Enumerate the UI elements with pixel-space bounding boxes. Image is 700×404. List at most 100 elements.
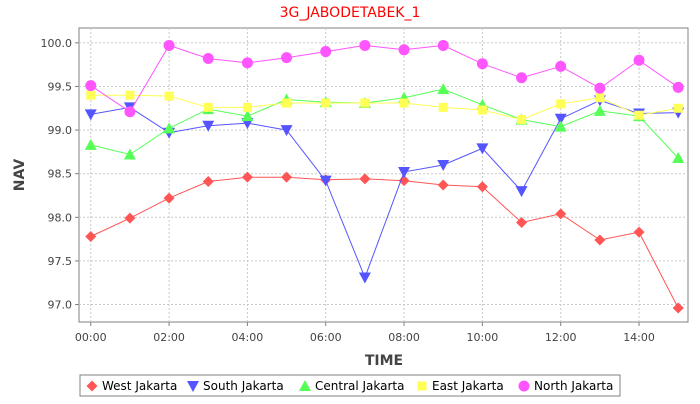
series-east-jakarta [86,90,683,125]
data-point-central-jakarta [437,83,450,95]
data-point-east-jakarta [164,91,174,101]
data-point-east-jakarta [360,98,370,108]
data-point-south-jakarta [554,113,567,125]
data-point-central-jakarta [163,122,176,134]
legend-label-central-jakarta: Central Jakarta [315,379,404,393]
data-point-west-jakarta [359,173,371,185]
data-point-west-jakarta [594,234,606,246]
series-line-west-jakarta [90,176,679,309]
y-tick-label: 99.0 [48,124,73,137]
series-line-east-jakarta [90,94,679,121]
data-point-west-jakarta [163,192,175,204]
series-layer [84,39,685,314]
gridlines [79,28,688,322]
data-point-east-jakarta [517,115,527,125]
data-point-east-jakarta [86,90,96,100]
data-point-west-jakarta [633,226,645,238]
x-tick-label: 08:00 [388,331,420,344]
data-point-central-jakarta [84,138,97,150]
legend-label-north-jakarta: North Jakarta [534,379,613,393]
data-point-south-jakarta [202,120,215,132]
data-point-north-jakarta [594,82,606,94]
legend-label-south-jakarta: South Jakarta [203,379,284,393]
y-tick-label: 99.5 [48,80,73,93]
data-point-east-jakarta [321,98,331,108]
data-point-east-jakarta [595,93,605,103]
data-point-west-jakarta [281,171,293,183]
data-point-central-jakarta [554,120,567,132]
legend-marker-east-jakarta [417,381,427,391]
data-point-north-jakarta [163,39,175,51]
data-point-south-jakarta [515,186,528,198]
data-point-north-jakarta [633,54,645,66]
data-point-east-jakarta [556,99,566,109]
x-tick-label: 12:00 [545,331,577,344]
data-point-south-jakarta [319,175,332,187]
data-point-east-jakarta [438,102,448,112]
data-point-west-jakarta [555,208,567,220]
data-point-east-jakarta [242,102,252,112]
data-point-east-jakarta [477,105,487,115]
data-point-west-jakarta [398,175,410,187]
data-point-east-jakarta [282,98,292,108]
data-point-north-jakarta [281,52,293,64]
data-point-west-jakarta [437,179,449,191]
data-point-south-jakarta [358,272,371,284]
data-point-east-jakarta [125,90,135,100]
data-point-north-jakarta [437,39,449,51]
data-point-west-jakarta [672,302,684,314]
data-point-east-jakarta [399,98,409,108]
data-point-east-jakarta [634,110,644,120]
series-line-south-jakarta [90,99,679,279]
series-line-central-jakarta [90,88,679,159]
y-tick-label: 97.5 [48,255,73,268]
data-point-north-jakarta [85,80,97,92]
axes: 97.0 97.5 98.0 98.5 99.0 99.5 100.0 00:00 02:00 0… [41,37,655,344]
data-point-central-jakarta [672,151,685,163]
legend-marker-north-jakarta [518,380,530,392]
legend: West Jakarta South Jakarta Central Jakarta… [79,374,621,397]
y-tick-label: 98.0 [48,211,73,224]
data-point-central-jakarta [241,110,254,122]
legend-marker-central-jakarta [299,380,311,391]
legend-box [79,374,621,397]
data-point-west-jakarta [202,176,214,188]
data-point-west-jakarta [516,217,528,229]
legend-label-west-jakarta: West Jakarta [102,379,177,393]
data-point-north-jakarta [516,72,528,84]
data-point-north-jakarta [398,44,410,56]
x-tick-label: 04:00 [232,331,264,344]
data-point-south-jakarta [476,143,489,155]
data-point-west-jakarta [241,171,253,183]
x-axis-title: TIME [365,353,403,369]
y-axis-title: NAV [12,159,28,192]
data-point-north-jakarta [241,57,253,69]
legend-label-east-jakarta: East Jakarta [432,379,504,393]
data-point-south-jakarta [398,166,411,178]
data-point-south-jakarta [280,125,293,137]
series-west-jakarta [85,171,684,314]
data-point-central-jakarta [123,148,136,160]
data-point-north-jakarta [555,60,567,72]
y-tick-label: 98.5 [48,168,73,181]
x-tick-label: 14:00 [623,331,655,344]
data-point-east-jakarta [673,103,683,113]
legend-marker-west-jakarta [86,380,98,392]
legend-marker-south-jakarta [187,381,199,392]
x-tick-label: 10:00 [467,331,499,344]
x-tick-label: 06:00 [310,331,342,344]
x-tick-label: 02:00 [153,331,185,344]
data-point-central-jakarta [593,104,606,116]
data-point-west-jakarta [476,181,488,193]
data-point-east-jakarta [203,102,213,112]
data-point-south-jakarta [84,109,97,121]
data-point-south-jakarta [437,159,450,171]
data-point-north-jakarta [359,39,371,51]
data-point-west-jakarta [85,231,97,243]
data-point-north-jakarta [672,81,684,93]
chart-title: 3G_JABODETABEK_1 [280,5,421,21]
series-north-jakarta [85,39,684,118]
series-line-north-jakarta [90,44,679,113]
